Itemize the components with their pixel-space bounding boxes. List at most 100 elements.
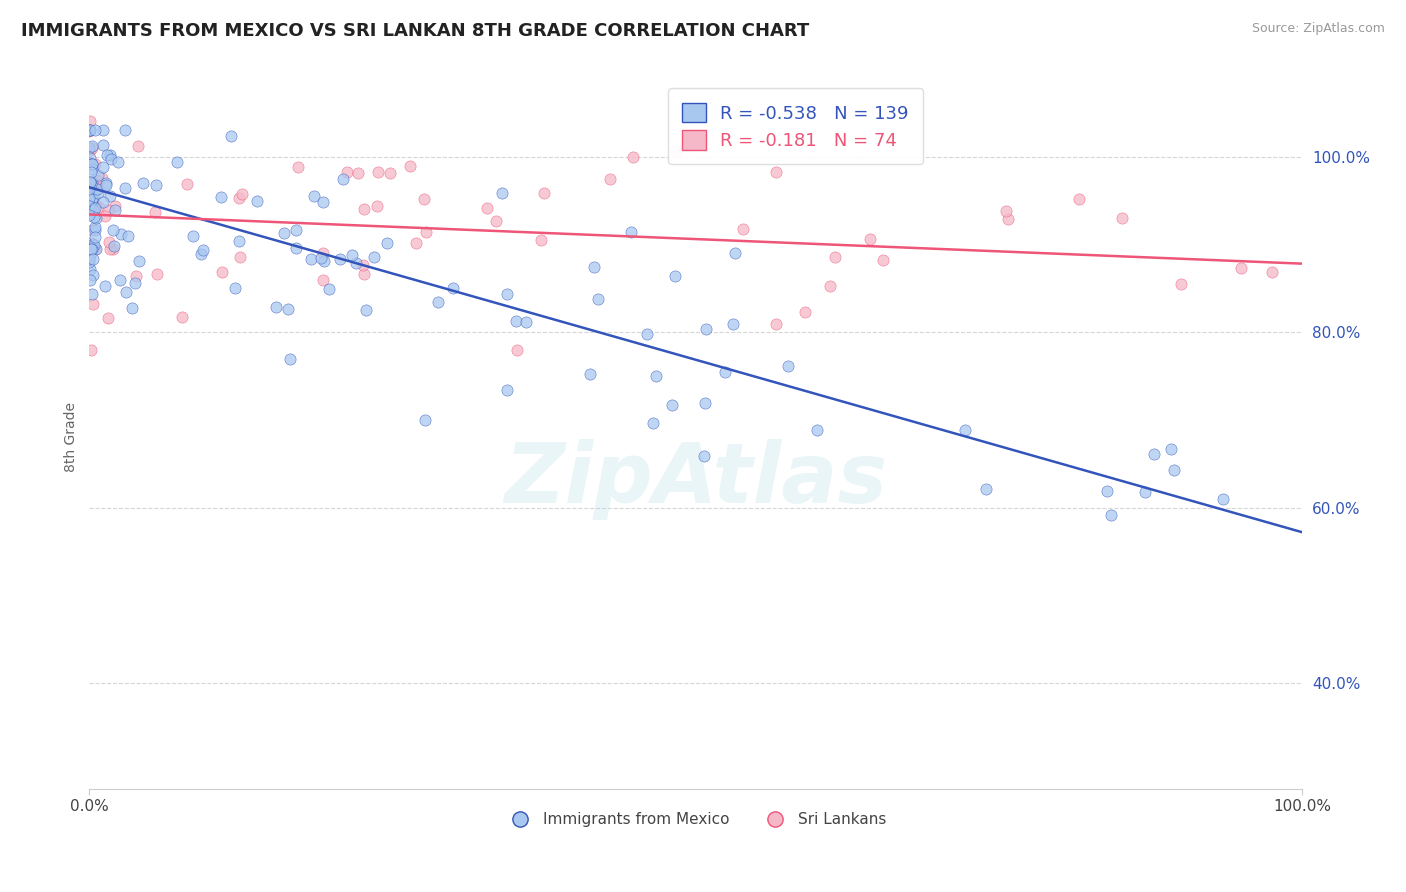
- Point: [344, 255, 367, 269]
- Point: [191, 243, 214, 257]
- Point: [82, 195, 104, 210]
- Point: [219, 128, 242, 143]
- Point: [412, 193, 434, 207]
- Point: [228, 191, 250, 205]
- Point: [765, 165, 787, 179]
- Point: [146, 267, 169, 281]
- Point: [491, 186, 513, 200]
- Point: [87, 176, 110, 190]
- Point: [91, 123, 114, 137]
- Point: [228, 234, 250, 248]
- Point: [172, 310, 194, 324]
- Point: [997, 212, 1019, 227]
- Point: [533, 186, 555, 201]
- Point: [530, 233, 553, 247]
- Point: [91, 138, 114, 153]
- Point: [229, 250, 252, 264]
- Point: [1163, 462, 1185, 476]
- Point: [115, 285, 138, 299]
- Point: [1067, 192, 1090, 206]
- Point: [287, 160, 309, 174]
- Point: [94, 176, 117, 190]
- Point: [380, 166, 402, 180]
- Legend: Immigrants from Mexico, Sri Lankans: Immigrants from Mexico, Sri Lankans: [499, 806, 893, 833]
- Point: [441, 280, 464, 294]
- Point: [79, 199, 101, 213]
- Point: [82, 237, 104, 252]
- Point: [93, 278, 115, 293]
- Point: [79, 123, 101, 137]
- Y-axis label: 8th Grade: 8th Grade: [65, 402, 79, 473]
- Point: [477, 202, 499, 216]
- Point: [104, 199, 127, 213]
- Point: [79, 255, 101, 269]
- Point: [505, 314, 527, 328]
- Point: [329, 252, 352, 266]
- Point: [98, 235, 121, 250]
- Point: [806, 423, 828, 437]
- Point: [125, 268, 148, 283]
- Point: [82, 268, 104, 282]
- Point: [103, 239, 125, 253]
- Point: [79, 175, 101, 189]
- Point: [86, 169, 108, 183]
- Point: [83, 210, 105, 224]
- Point: [415, 225, 437, 239]
- Point: [108, 273, 131, 287]
- Point: [353, 268, 375, 282]
- Point: [98, 189, 121, 203]
- Point: [190, 247, 212, 261]
- Point: [166, 155, 188, 169]
- Point: [211, 265, 233, 279]
- Point: [87, 186, 110, 200]
- Point: [872, 253, 894, 268]
- Point: [84, 242, 107, 256]
- Point: [86, 211, 108, 225]
- Point: [353, 202, 375, 216]
- Point: [599, 171, 621, 186]
- Point: [79, 180, 101, 194]
- Point: [620, 225, 643, 239]
- Point: [79, 178, 101, 193]
- Point: [645, 368, 668, 383]
- Point: [83, 222, 105, 236]
- Point: [1133, 484, 1156, 499]
- Point: [121, 301, 143, 315]
- Point: [79, 191, 101, 205]
- Point: [82, 138, 104, 153]
- Point: [107, 155, 129, 169]
- Point: [98, 147, 121, 161]
- Point: [664, 269, 686, 284]
- Point: [80, 242, 103, 256]
- Point: [79, 198, 101, 212]
- Point: [90, 171, 112, 186]
- Point: [347, 166, 370, 180]
- Point: [82, 297, 104, 311]
- Point: [79, 252, 101, 266]
- Point: [83, 201, 105, 215]
- Point: [94, 210, 117, 224]
- Point: [311, 251, 333, 265]
- Point: [114, 181, 136, 195]
- Point: [128, 254, 150, 268]
- Point: [79, 123, 101, 137]
- Point: [426, 295, 449, 310]
- Point: [312, 254, 335, 268]
- Point: [86, 173, 108, 187]
- Point: [277, 301, 299, 316]
- Point: [104, 203, 127, 218]
- Point: [332, 172, 354, 186]
- Point: [485, 214, 508, 228]
- Point: [354, 303, 377, 318]
- Point: [80, 156, 103, 170]
- Point: [1111, 211, 1133, 225]
- Point: [110, 227, 132, 242]
- Point: [506, 343, 529, 357]
- Point: [117, 228, 139, 243]
- Point: [82, 252, 104, 266]
- Point: [82, 180, 104, 194]
- Point: [714, 365, 737, 379]
- Point: [84, 157, 107, 171]
- Point: [665, 144, 688, 158]
- Point: [582, 260, 605, 274]
